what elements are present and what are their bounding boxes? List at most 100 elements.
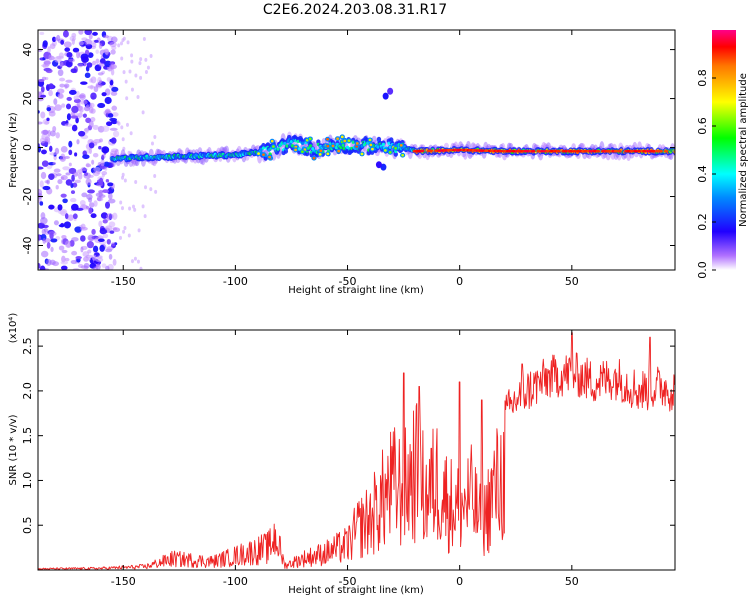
ridge-peak bbox=[606, 149, 611, 153]
noise-blob bbox=[101, 263, 107, 268]
noise-blob bbox=[49, 232, 54, 240]
noise-blob bbox=[95, 58, 100, 64]
noise-blob bbox=[65, 179, 73, 186]
noise-blob bbox=[92, 245, 99, 253]
snr-y-ticks: 0.5 1.0 1.5 2.0 2.5 bbox=[21, 337, 675, 534]
noise-blob bbox=[64, 257, 70, 262]
noise-blob bbox=[71, 32, 77, 38]
snr-y-multiplier: (x10⁴) bbox=[8, 313, 19, 344]
noise-blob bbox=[83, 267, 88, 270]
noise-blob bbox=[110, 49, 116, 55]
x-tick-label: 0 bbox=[456, 575, 463, 588]
noise-blob bbox=[53, 168, 61, 173]
ridge-spot-core bbox=[300, 150, 304, 153]
noise-blob bbox=[82, 113, 87, 118]
snr-x-axis-label: Height of straight line (km) bbox=[288, 585, 424, 596]
noise-blob bbox=[72, 213, 78, 220]
noise-blob bbox=[111, 86, 119, 92]
noise-blob bbox=[40, 86, 45, 93]
noise-blob bbox=[59, 83, 65, 88]
noise-blob bbox=[93, 266, 99, 270]
noise-blob bbox=[141, 204, 145, 209]
noise-blob bbox=[61, 103, 66, 108]
snr-panel: -150 -100 -50 0 50 0.5 1.0 1.5 2.0 2.5 Height of… bbox=[8, 313, 676, 596]
noise-blob bbox=[48, 204, 55, 210]
noise-blob bbox=[82, 154, 90, 160]
ridge-peak bbox=[563, 149, 568, 153]
y-tick-label: -40 bbox=[21, 237, 34, 255]
ridge-peak bbox=[507, 149, 513, 153]
noise-blob bbox=[120, 125, 124, 130]
noise-blob bbox=[62, 30, 69, 38]
ridge-spot-core bbox=[401, 153, 405, 157]
noise-blob bbox=[53, 220, 59, 226]
noise-blob bbox=[127, 233, 131, 238]
noise-blob bbox=[55, 132, 60, 139]
noise-blob bbox=[41, 250, 49, 258]
noise-blob bbox=[111, 105, 118, 111]
noise-blob bbox=[103, 34, 109, 39]
ridge-blob bbox=[316, 139, 321, 145]
noise-blob bbox=[120, 206, 124, 211]
noise-blob bbox=[84, 72, 91, 79]
ridge-spot-core bbox=[268, 155, 271, 159]
ridge-spot-core bbox=[257, 152, 260, 155]
noise-blob bbox=[84, 172, 89, 177]
noise-blob bbox=[68, 89, 77, 95]
noise-blob bbox=[77, 112, 83, 118]
isolated-blob bbox=[382, 92, 389, 100]
noise-blob bbox=[98, 145, 102, 150]
ridge-core bbox=[301, 141, 305, 146]
noise-blob bbox=[40, 171, 47, 180]
noise-blob bbox=[57, 179, 63, 185]
figure-title: C2E6.2024.203.08.31.R17 bbox=[263, 2, 447, 18]
noise-blob bbox=[92, 124, 99, 131]
noise-blob bbox=[87, 249, 92, 254]
noise-blob bbox=[50, 238, 58, 243]
noise-blob bbox=[103, 161, 110, 167]
noise-blob bbox=[55, 185, 59, 190]
noise-blob bbox=[112, 258, 117, 266]
noise-blob bbox=[39, 201, 44, 206]
noise-blob bbox=[71, 174, 75, 182]
ridge-peak bbox=[572, 149, 577, 153]
noise-blob bbox=[101, 146, 110, 154]
noise-blob bbox=[65, 172, 71, 176]
ridge-spot-core bbox=[368, 138, 372, 142]
noise-blob bbox=[39, 31, 45, 36]
noise-blob bbox=[57, 69, 64, 77]
ridge-spot-core bbox=[337, 149, 341, 153]
noise-blob bbox=[104, 96, 112, 105]
y-tick-label: -20 bbox=[21, 188, 34, 206]
ridge-halo bbox=[371, 135, 377, 144]
colorbar-ticks: 0.0 0.2 0.4 0.6 0.8 bbox=[696, 69, 716, 279]
noise-blob bbox=[109, 230, 115, 234]
ridge-blob bbox=[283, 148, 289, 154]
noise-blob bbox=[122, 146, 126, 151]
noise-blob bbox=[108, 253, 113, 260]
noise-blob bbox=[144, 185, 148, 190]
ridge-peak bbox=[536, 149, 541, 153]
ridge-spot-core bbox=[312, 156, 316, 160]
colorbar-tick-label: 0.6 bbox=[696, 117, 709, 135]
ridge-core bbox=[311, 147, 315, 151]
ridge-peak bbox=[498, 149, 504, 153]
noise-blob bbox=[92, 31, 98, 36]
noise-blob bbox=[40, 94, 47, 98]
noise-blob bbox=[90, 213, 97, 219]
noise-blob bbox=[102, 233, 109, 239]
noise-blob bbox=[144, 57, 148, 62]
ridge-spot-core bbox=[336, 137, 340, 140]
noise-blob bbox=[74, 226, 82, 233]
ridge-blob bbox=[265, 142, 271, 148]
noise-blob bbox=[129, 131, 133, 136]
noise-blob bbox=[71, 237, 79, 242]
noise-blob bbox=[141, 110, 145, 115]
noise-blob bbox=[93, 138, 102, 144]
noise-blob bbox=[93, 166, 101, 172]
noise-blob bbox=[86, 241, 94, 249]
ridge-peak bbox=[663, 149, 669, 153]
noise-blob bbox=[46, 242, 51, 249]
noise-blob bbox=[41, 149, 47, 155]
noise-blob bbox=[54, 56, 62, 63]
